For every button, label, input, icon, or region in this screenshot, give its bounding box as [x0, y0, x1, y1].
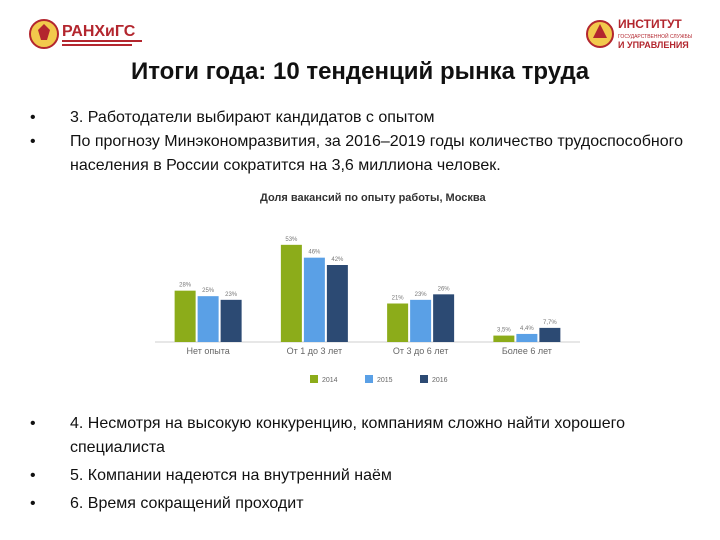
legend-swatch: [420, 375, 428, 383]
slide-title: Итоги года: 10 тенденций рынка труда: [130, 58, 590, 85]
data-label: 21%: [392, 296, 405, 302]
bar: [539, 327, 561, 342]
bullet-item: 3. Работодатели выбирают кандидатов с оп…: [30, 106, 690, 130]
data-label: 46%: [308, 250, 321, 256]
chart-title: Доля вакансий по опыту работы, Москва: [260, 192, 486, 204]
bullet-list-bottom: 4. Несмотря на высокую конкуренцию, комп…: [30, 412, 690, 520]
bar: [516, 333, 538, 342]
legend-swatch: [365, 375, 373, 383]
data-label: 53%: [285, 237, 298, 243]
bullet-item: 6. Время сокращений проходит: [30, 492, 690, 516]
data-label: 7,7%: [543, 320, 557, 326]
data-label: 3,5%: [497, 328, 511, 334]
bullet-item: По прогнозу Минэкономразвития, за 2016–2…: [30, 130, 690, 178]
x-tick-label: От 1 до 3 лет: [287, 346, 342, 356]
bar: [280, 244, 302, 342]
bar: [303, 257, 325, 342]
bar: [410, 299, 432, 342]
igsu-logo-line3: И УПРАВЛЕНИЯ: [618, 40, 689, 50]
data-label: 28%: [179, 283, 192, 289]
bullet-list-top: 3. Работодатели выбирают кандидатов с оп…: [30, 106, 690, 178]
data-label: 23%: [225, 292, 238, 298]
data-label: 25%: [202, 288, 215, 294]
bar: [220, 299, 242, 342]
x-tick-label: Более 6 лет: [502, 346, 552, 356]
x-tick-label: От 3 до 6 лет: [393, 346, 448, 356]
bar: [493, 335, 515, 342]
ranepa-logo-text: РАНХиГС: [62, 23, 136, 40]
bullet-item: 5. Компании надеются на внутренний наём: [30, 464, 690, 488]
bar: [387, 303, 409, 342]
legend-label: 2014: [322, 377, 338, 384]
data-label: 23%: [415, 292, 428, 298]
bar: [197, 296, 219, 342]
x-tick-label: Нет опыта: [187, 346, 230, 356]
igsu-logo-line1: ИНСТИТУТ: [618, 17, 682, 31]
bar: [433, 294, 455, 342]
igsu-emblem-icon: ИНСТИТУТ ГОСУДАРСТВЕННОЙ СЛУЖБЫ И УПРАВЛ…: [586, 17, 693, 50]
bar: [174, 290, 196, 342]
bullet-item: 4. Несмотря на высокую конкуренцию, комп…: [30, 412, 690, 460]
chart-svg: 28% 25% 23% Нет опыта 53% 46% 42% От 1 до 3 лет…: [155, 237, 580, 384]
chart: Доля вакансий по опыту работы, Москва 28…: [150, 192, 590, 402]
legend-label: 2016: [432, 377, 448, 384]
data-label: 4,4%: [520, 326, 534, 332]
ranepa-logo: РАНХиГС: [28, 14, 148, 54]
data-label: 42%: [331, 257, 344, 263]
ranepa-emblem-icon: РАНХиГС: [29, 19, 142, 49]
legend-label: 2015: [377, 377, 393, 384]
igsu-logo-line2: ГОСУДАРСТВЕННОЙ СЛУЖБЫ: [618, 32, 693, 40]
bar: [326, 265, 348, 342]
igsu-logo: ИНСТИТУТ ГОСУДАРСТВЕННОЙ СЛУЖБЫ И УПРАВЛ…: [586, 14, 706, 54]
legend-swatch: [310, 375, 318, 383]
data-label: 26%: [438, 286, 451, 292]
